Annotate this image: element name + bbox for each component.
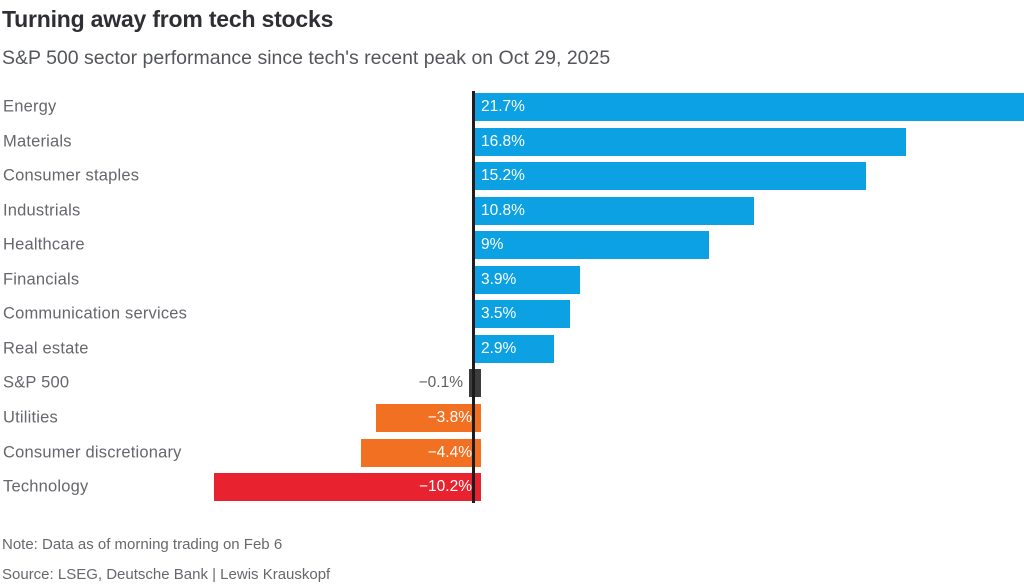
category-label: Real estate: [3, 339, 89, 358]
bar: 21.7%: [472, 93, 1024, 121]
value-label: 9%: [481, 236, 504, 253]
bar-row: Industrials 10.8%: [0, 197, 1024, 225]
bar-row: Consumer discretionary −4.4%: [0, 439, 1024, 467]
bar-row: Healthcare 9%: [0, 231, 1024, 259]
category-label: Financials: [3, 270, 80, 289]
value-label: 16.8%: [481, 133, 525, 150]
category-label: Materials: [3, 132, 72, 151]
category-label: Communication services: [3, 304, 188, 323]
bar: −10.2%: [213, 473, 481, 501]
value-label: 3.9%: [481, 271, 517, 288]
bar-row: Utilities −3.8%: [0, 404, 1024, 432]
bar: 15.2%: [472, 162, 866, 190]
value-label: −0.1%: [418, 374, 463, 391]
bar: −4.4%: [360, 439, 481, 467]
category-label: Healthcare: [3, 235, 85, 254]
bar-row: Communication services 3.5%: [0, 300, 1024, 328]
value-label: 2.9%: [481, 340, 517, 357]
bar: 9%: [472, 231, 709, 259]
bar: 3.9%: [472, 266, 580, 294]
chart-subtitle: S&P 500 sector performance since tech's …: [2, 47, 611, 69]
zero-axis-line: [472, 91, 475, 503]
value-label: 21.7%: [481, 98, 525, 115]
chart-source: Source: LSEG, Deutsche Bank | Lewis Krau…: [2, 566, 331, 583]
category-label: Consumer discretionary: [3, 443, 182, 462]
bar-row: Materials 16.8%: [0, 128, 1024, 156]
bar-row: Technology −10.2%: [0, 473, 1024, 501]
value-label: 10.8%: [481, 202, 525, 219]
bar: 2.9%: [472, 335, 555, 363]
category-label: Consumer staples: [3, 166, 140, 185]
value-label: 15.2%: [481, 167, 525, 184]
value-label: 3.5%: [481, 305, 517, 322]
bar: 16.8%: [472, 128, 907, 156]
category-label: Industrials: [3, 201, 81, 220]
bar-row: S&P 500 −0.1%: [0, 369, 1024, 397]
bar: [469, 369, 481, 397]
chart-title: Turning away from tech stocks: [2, 6, 334, 32]
bar-row: Real estate 2.9%: [0, 335, 1024, 363]
chart-note: Note: Data as of morning trading on Feb …: [2, 536, 283, 553]
value-label: −3.8%: [427, 409, 472, 426]
bar: −3.8%: [375, 404, 481, 432]
bar-chart: Energy 21.7% Materials 16.8% Consumer staple…: [0, 91, 1024, 506]
bar-row: Consumer staples 15.2%: [0, 162, 1024, 190]
bar-row: Energy 21.7%: [0, 93, 1024, 121]
bar-row: Financials 3.9%: [0, 266, 1024, 294]
value-label: −4.4%: [427, 444, 472, 461]
category-label: Technology: [3, 477, 89, 496]
bar: 10.8%: [472, 197, 755, 225]
value-label: −10.2%: [418, 478, 472, 495]
category-label: Utilities: [3, 408, 58, 427]
category-label: S&P 500: [3, 373, 70, 392]
bar: 3.5%: [472, 300, 570, 328]
category-label: Energy: [3, 97, 57, 116]
